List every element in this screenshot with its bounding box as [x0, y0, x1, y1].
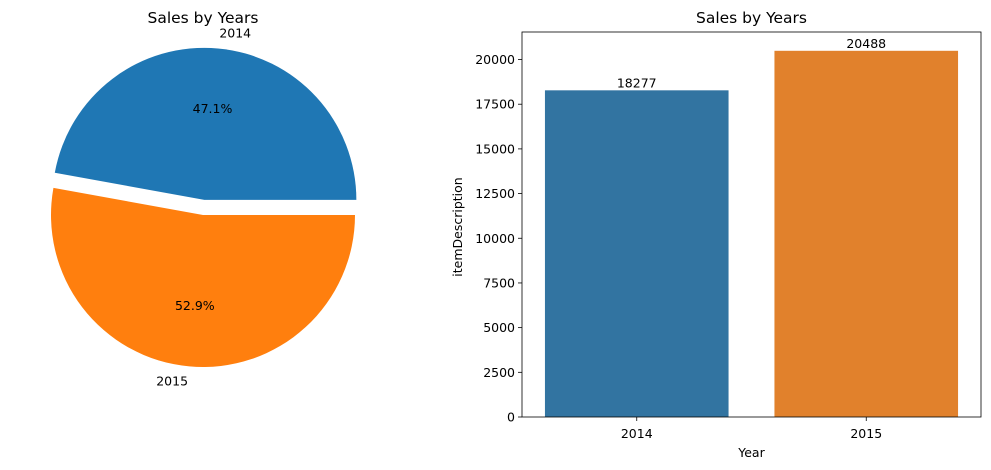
x-tick-label-2014: 2014 [621, 426, 653, 441]
pie-label-2014: 2014 [219, 25, 251, 40]
pie-slice-2014 [54, 47, 357, 200]
y-tick-label-0: 0 [507, 410, 515, 425]
pie-pct-2015: 52.9% [175, 298, 215, 313]
x-axis-label: Year [737, 445, 765, 460]
bar-2015 [774, 50, 959, 417]
pie-pct-2014: 47.1% [193, 101, 233, 116]
pie-title: Sales by Years [147, 9, 258, 27]
y-tick-label-5000: 5000 [483, 320, 515, 335]
y-tick-label-15000: 15000 [475, 141, 515, 156]
y-tick-label-2500: 2500 [483, 365, 515, 380]
y-tick-label-12500: 12500 [475, 186, 515, 201]
plot-frame [521, 31, 982, 418]
pie-chart: Sales by Years 2014 47.1% 2015 52.9% [50, 9, 357, 389]
y-tick-label-7500: 7500 [483, 275, 515, 290]
y-tick-label-10000: 10000 [475, 231, 515, 246]
pie-label-2015: 2015 [156, 374, 188, 389]
y-tick-label-20000: 20000 [475, 52, 515, 67]
bar-value-label-2015: 20488 [846, 36, 886, 51]
bar-value-label-2014: 18277 [617, 75, 657, 90]
bar-chart: Sales by Years 18277 20488 0 2500 5000 7500 1… [450, 9, 982, 460]
pie-slice-2015 [50, 187, 356, 368]
bar-title: Sales by Years [696, 9, 807, 27]
bar-2014 [544, 90, 729, 417]
x-tick-label-2015: 2015 [850, 426, 882, 441]
y-tick-label-17500: 17500 [475, 97, 515, 112]
y-axis-label: itemDescription [450, 177, 465, 276]
